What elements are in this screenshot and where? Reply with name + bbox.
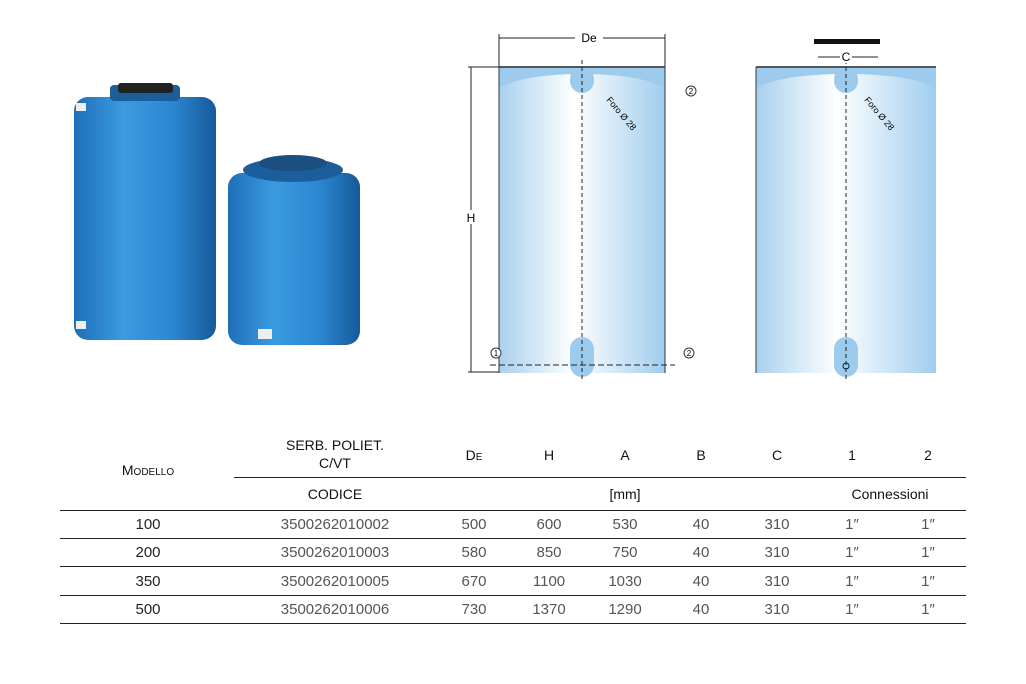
cell-b: 40 — [692, 600, 710, 618]
small-tank — [228, 155, 360, 345]
header-unit: [mm] — [609, 486, 641, 502]
header-a: A — [620, 447, 630, 463]
cell-h: 850 — [536, 544, 562, 562]
cell-c: 310 — [764, 516, 790, 533]
dim-de-label: De — [581, 31, 597, 45]
cell-b: 40 — [692, 544, 710, 562]
cell-code: 3500262010003 — [280, 544, 390, 562]
cell-de: 670 — [461, 572, 487, 590]
cell-de: 730 — [461, 600, 487, 618]
tank-dimension-drawing: De H Foro Ø 28 1 2 2 — [464, 31, 697, 380]
header-conn2: 2 — [924, 447, 932, 463]
header-conn1: 1 — [848, 447, 856, 463]
cell-conn2: 1″ — [921, 572, 935, 590]
divider — [60, 538, 966, 539]
divider — [60, 594, 966, 596]
connection-1-marker: 1 — [494, 349, 499, 358]
cell-a: 1030 — [608, 572, 642, 590]
connection-2-top-marker: 2 — [689, 87, 694, 96]
header-model: Modello — [121, 462, 175, 478]
cell-c: 310 — [764, 600, 790, 618]
cell-h: 1100 — [532, 572, 566, 590]
cell-code: 3500262010006 — [280, 600, 390, 618]
tank-top-drawing: C Foro Ø 28 — [755, 39, 936, 380]
divider — [60, 566, 966, 568]
dim-h-label: H — [467, 211, 476, 225]
header-h: H — [543, 447, 555, 463]
connection-2-bottom-marker: 2 — [687, 349, 692, 358]
cell-model: 100 — [135, 516, 161, 533]
header-product-line2: C/VT — [319, 455, 351, 471]
cell-conn2: 1″ — [921, 600, 935, 618]
cell-model: 350 — [135, 572, 161, 590]
cell-conn1: 1″ — [845, 572, 859, 590]
header-b: B — [696, 447, 706, 463]
divider — [234, 477, 966, 478]
large-tank — [74, 83, 216, 340]
cell-conn1: 1″ — [845, 544, 859, 562]
cell-b: 40 — [692, 572, 710, 590]
header-de: De — [465, 447, 483, 463]
header-connections: Connessioni — [851, 486, 929, 502]
cell-model: 500 — [135, 600, 161, 618]
cell-conn2: 1″ — [921, 544, 935, 562]
cell-conn1: 1″ — [845, 600, 859, 618]
cell-a: 530 — [612, 516, 638, 533]
cell-code: 3500262010002 — [280, 516, 390, 533]
cell-h: 1370 — [532, 600, 566, 618]
divider — [60, 622, 966, 624]
dim-c-label: C — [842, 50, 851, 64]
cell-a: 750 — [612, 544, 638, 562]
tank-photo — [74, 83, 360, 345]
header-code: CODICE — [307, 486, 363, 502]
divider — [60, 510, 966, 511]
cell-c: 310 — [764, 544, 790, 562]
cell-c: 310 — [764, 572, 790, 590]
header-c: C — [771, 447, 783, 463]
cell-code: 3500262010005 — [280, 572, 390, 590]
cell-model: 200 — [135, 544, 161, 562]
cell-a: 1290 — [608, 600, 642, 618]
cell-h: 600 — [536, 516, 562, 533]
header-product-line1: SERB. POLIET. — [285, 437, 385, 453]
cell-conn2: 1″ — [921, 516, 935, 533]
cell-de: 500 — [461, 516, 487, 533]
cell-de: 580 — [461, 544, 487, 562]
cell-b: 40 — [692, 516, 710, 533]
cell-conn1: 1″ — [845, 516, 859, 533]
